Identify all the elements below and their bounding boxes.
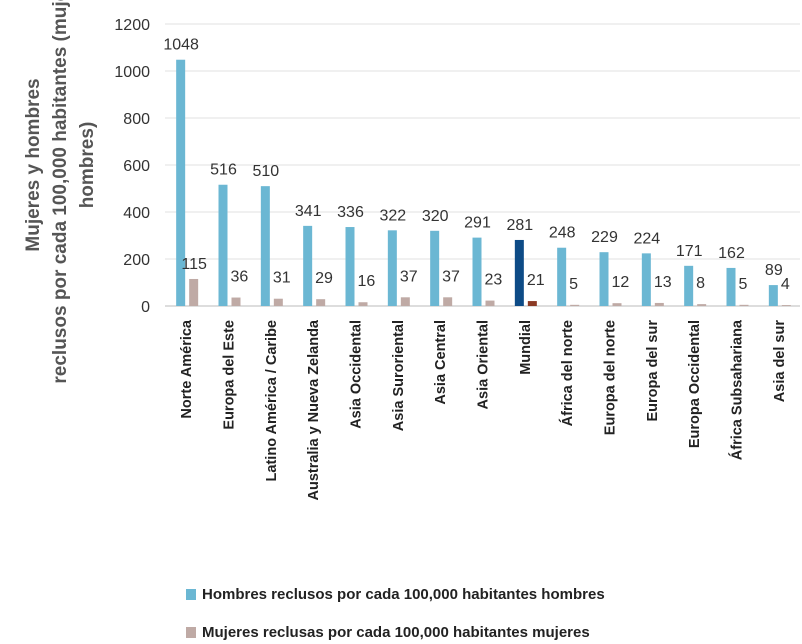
bar-hombres xyxy=(345,227,355,306)
x-tick-label: Asia del sur xyxy=(772,320,788,403)
x-tick-label: Europa del norte xyxy=(603,320,619,435)
data-label-mujeres: 31 xyxy=(273,270,291,287)
data-label-mujeres: 5 xyxy=(569,276,578,293)
bar-mujeres xyxy=(273,298,283,306)
legend-label-mujeres: Mujeres reclusas por cada 100,000 habita… xyxy=(202,624,590,641)
bar-hombres xyxy=(387,230,397,306)
data-label-hombres: 291 xyxy=(464,215,491,232)
bar-hombres xyxy=(260,186,270,306)
data-label-mujeres: 37 xyxy=(400,268,418,285)
x-tick-label: Europa del Este xyxy=(222,320,238,430)
data-label-hombres: 341 xyxy=(295,203,322,220)
legend-item-hombres: Hombres reclusos por cada 100,000 habita… xyxy=(186,586,605,603)
bar-hombres xyxy=(303,225,313,306)
x-tick-label: Australia y Nueva Zelanda xyxy=(306,319,322,500)
data-label-hombres: 248 xyxy=(549,225,576,242)
x-tick-label: Latino América / Caribe xyxy=(264,320,280,481)
bar-hombres xyxy=(557,247,567,306)
data-label-mujeres: 36 xyxy=(231,269,249,286)
data-label-mujeres: 8 xyxy=(696,275,705,292)
data-label-hombres: 1048 xyxy=(163,37,199,54)
bar-hombres xyxy=(472,237,482,306)
y-tick-label: 0 xyxy=(141,299,150,316)
x-tick-label: Mundial xyxy=(518,320,534,375)
y-axis-ticks: 0 200 400 600 800 1000 1200 xyxy=(114,17,150,316)
data-label-hombres: 162 xyxy=(718,245,745,262)
x-tick-label: África Subsahariana xyxy=(729,319,746,460)
bar-hombres xyxy=(514,239,524,306)
y-tick-label: 1000 xyxy=(114,64,150,81)
y-tick-label: 800 xyxy=(123,111,150,128)
bar-mujeres xyxy=(697,304,707,306)
bar-mujeres xyxy=(316,299,326,306)
x-tick-label: Asia Central xyxy=(433,320,449,405)
bar-mujeres xyxy=(739,304,749,306)
data-label-hombres: 171 xyxy=(676,243,703,260)
data-labels: 1048 115 516 36 510 31 341 29 336 16 322 37 320 37 291… xyxy=(163,37,789,293)
bar-mujeres xyxy=(189,278,199,306)
y-tick-label: 600 xyxy=(123,158,150,175)
data-label-mujeres: 4 xyxy=(781,276,790,293)
y-axis-title: Mujeres y hombres reclusos por cada 100,… xyxy=(23,0,98,384)
gridlines xyxy=(165,23,800,307)
x-tick-label: Asia Suroriental xyxy=(391,320,407,431)
bars xyxy=(176,59,791,306)
data-label-mujeres: 5 xyxy=(739,276,748,293)
data-label-hombres: 322 xyxy=(379,207,406,224)
bar-hombres xyxy=(430,230,440,306)
bar-hombres xyxy=(218,184,228,306)
bar-mujeres xyxy=(231,297,241,306)
data-label-mujeres: 13 xyxy=(654,274,672,291)
data-label-mujeres: 12 xyxy=(612,274,630,291)
bar-mujeres xyxy=(781,305,791,306)
bar-hombres xyxy=(641,253,651,306)
bar-mujeres xyxy=(527,301,537,306)
data-label-hombres: 510 xyxy=(252,163,279,180)
x-tick-label: África del norte xyxy=(559,320,576,426)
bar-hombres xyxy=(176,59,186,306)
bar-mujeres xyxy=(358,302,368,306)
legend-swatch-mujeres xyxy=(186,627,196,638)
x-tick-label: Norte América xyxy=(179,319,195,419)
bar-mujeres xyxy=(400,297,410,306)
x-tick-label: Europa Occidental xyxy=(687,320,703,448)
y-tick-label: 400 xyxy=(123,205,150,222)
bar-mujeres xyxy=(485,300,495,306)
data-label-hombres: 281 xyxy=(506,217,533,234)
bar-hombres xyxy=(684,265,694,306)
bar-mujeres xyxy=(654,302,664,306)
x-tick-label: Asia Occidental xyxy=(349,320,365,429)
data-label-mujeres: 16 xyxy=(358,273,376,290)
bar-hombres xyxy=(768,285,778,306)
bar-mujeres xyxy=(612,303,622,306)
data-label-hombres: 516 xyxy=(210,162,237,179)
legend-label-hombres: Hombres reclusos por cada 100,000 habita… xyxy=(202,586,605,603)
x-tick-label: Asia Oriental xyxy=(476,320,492,409)
legend-swatch-hombres xyxy=(186,589,196,600)
data-label-hombres: 336 xyxy=(337,204,364,221)
data-label-hombres: 229 xyxy=(591,229,618,246)
data-label-hombres: 320 xyxy=(422,208,449,225)
data-label-mujeres: 29 xyxy=(315,270,333,287)
data-label-mujeres: 21 xyxy=(527,272,545,289)
y-tick-label: 1200 xyxy=(114,17,150,34)
data-label-hombres: 89 xyxy=(765,262,783,279)
data-label-mujeres: 37 xyxy=(442,268,460,285)
y-tick-label: 200 xyxy=(123,252,150,269)
x-tick-label: Europa del sur xyxy=(645,320,661,422)
data-label-mujeres: 115 xyxy=(181,256,207,273)
bar-mujeres xyxy=(570,304,580,306)
data-label-hombres: 224 xyxy=(633,230,660,247)
bar-hombres xyxy=(599,252,609,306)
legend-item-mujeres: Mujeres reclusas por cada 100,000 habita… xyxy=(186,624,590,641)
data-label-mujeres: 23 xyxy=(485,272,503,289)
x-axis-ticks: Norte América Europa del Este Latino Améri… xyxy=(179,319,788,500)
bar-hombres xyxy=(726,267,736,306)
bar-mujeres xyxy=(443,297,453,306)
